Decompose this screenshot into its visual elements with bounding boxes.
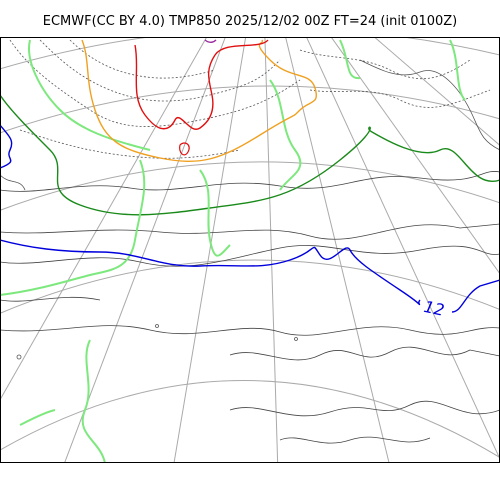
contour-label-12: 12 bbox=[422, 297, 446, 320]
isotherm-red bbox=[134, 39, 269, 130]
coastlines bbox=[0, 59, 500, 360]
graticule-meridians bbox=[0, 37, 500, 463]
isotherm-red-patch bbox=[179, 142, 190, 156]
isotherms-green-light bbox=[0, 39, 466, 463]
isotherms-minor bbox=[0, 171, 500, 444]
isotherm-blue-12 bbox=[0, 239, 421, 306]
isotherm-orange bbox=[81, 39, 317, 163]
map-title: ECMWF(CC BY 4.0) TMP850 2025/12/02 00Z F… bbox=[42, 14, 458, 29]
isotherm-purple bbox=[204, 39, 217, 43]
isotherm-blue-12-east bbox=[451, 279, 500, 313]
isotherm-green-dark bbox=[0, 94, 500, 216]
isotherm-blue-west bbox=[0, 124, 13, 169]
contour-label-12-text: 12 bbox=[422, 297, 446, 320]
